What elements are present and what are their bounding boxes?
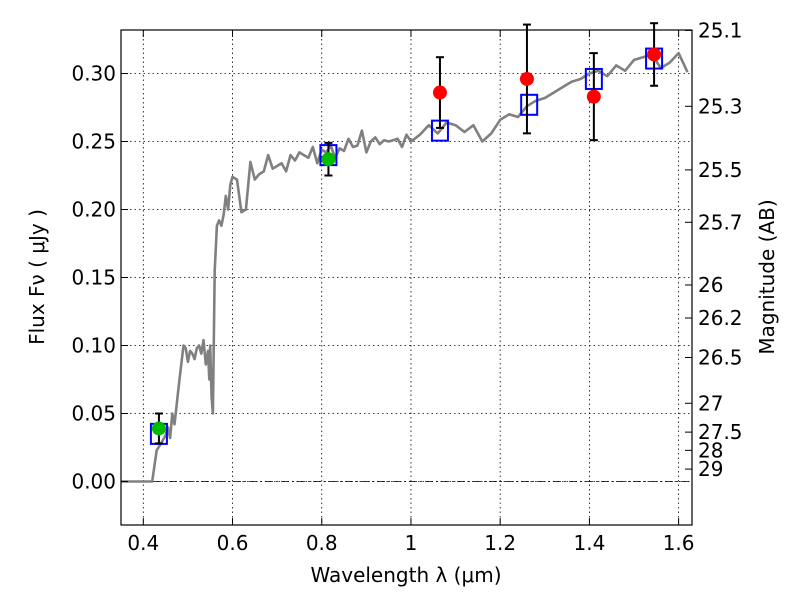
y2-tick-label: 25.7 — [698, 210, 743, 234]
y-tick-label: 0.15 — [71, 266, 116, 290]
x-tick-label: 0.4 — [127, 531, 159, 555]
y-axis-title: Flux Fν ( μJy ) — [25, 209, 49, 345]
x-tick-label: 1.6 — [663, 531, 695, 555]
y2-tick-label: 25.1 — [698, 18, 743, 42]
y2-tick-label: 26.5 — [698, 345, 743, 369]
y2-tick-label: 26 — [698, 273, 723, 297]
x-tick-label: 0.6 — [217, 531, 249, 555]
photometry-point — [586, 89, 601, 104]
y2-axis-title: Magnitude (AB) — [755, 199, 779, 354]
y-tick-label: 0.00 — [71, 469, 116, 493]
photometry-point — [647, 47, 662, 62]
y2-tick-label: 25.5 — [698, 158, 743, 182]
photometry-point — [519, 71, 534, 86]
x-axis-title: Wavelength λ (μm) — [310, 563, 501, 587]
photometry-point — [321, 152, 336, 167]
y2-tick-label: 27.5 — [698, 420, 743, 444]
y2-tick-label: 28 — [698, 438, 723, 462]
y2-tick-label: 26.2 — [698, 306, 743, 330]
y2-tick-label: 29 — [698, 457, 723, 481]
data-layer — [121, 22, 689, 483]
y-tick-label: 0.20 — [71, 198, 116, 222]
axis-ticks — [121, 29, 692, 525]
y-tick-label: 0.10 — [71, 333, 116, 357]
x-tick-label: 0.8 — [306, 531, 338, 555]
tick-labels: 0.4 0.6 0.8 1 1.2 1.4 1.6 0.00 0.05 0.10 0.15 0.20 0… — [71, 18, 742, 555]
grid-lines — [121, 30, 692, 525]
x-tick-label: 1.4 — [573, 531, 605, 555]
y-tick-label: 0.25 — [71, 130, 116, 154]
x-tick-label: 1 — [405, 531, 418, 555]
y-tick-label: 0.30 — [71, 62, 116, 86]
spectrum-line — [121, 51, 689, 483]
y2-tick-label: 27 — [698, 391, 723, 415]
model-square-point — [520, 93, 539, 116]
photometry-point — [432, 85, 447, 100]
x-tick-label: 1.2 — [484, 531, 516, 555]
y2-tick-label: 25.3 — [698, 94, 743, 118]
y-tick-label: 0.05 — [71, 401, 116, 425]
photometry-point — [151, 421, 166, 436]
